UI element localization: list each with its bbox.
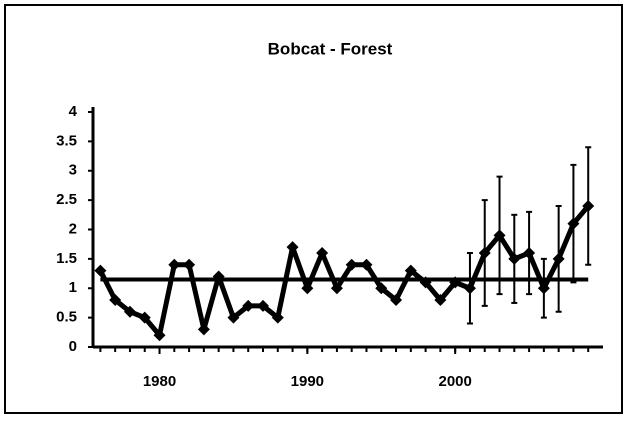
- data-marker: [271, 311, 284, 324]
- data-marker: [168, 258, 181, 271]
- data-marker: [449, 276, 462, 289]
- y-tick-label: 1: [69, 279, 77, 296]
- data-line: [98, 204, 591, 338]
- data-marker: [138, 311, 151, 324]
- data-marker: [123, 305, 136, 318]
- data-marker: [301, 282, 314, 295]
- data-marker: [552, 252, 565, 265]
- y-tick-label: 2: [69, 220, 77, 237]
- x-tick-label: 1990: [291, 373, 324, 390]
- data-marker: [375, 282, 388, 295]
- y-tick-label: 2.5: [56, 191, 77, 208]
- data-marker: [567, 217, 580, 230]
- data-marker: [330, 282, 343, 295]
- data-marker: [478, 247, 491, 259]
- data-marker: [463, 282, 476, 295]
- y-tick-label: 4: [69, 103, 78, 120]
- data-marker: [508, 252, 521, 265]
- data-marker: [109, 294, 122, 306]
- data-marker: [537, 282, 550, 295]
- data-marker: [493, 229, 506, 242]
- data-marker: [360, 258, 373, 271]
- data-marker: [212, 270, 225, 283]
- data-marker: [153, 329, 166, 342]
- y-tick-label: 3.5: [56, 132, 77, 149]
- data-marker: [404, 264, 417, 277]
- data-marker: [94, 264, 107, 277]
- data-marker: [227, 311, 240, 324]
- y-tick-label: 0: [69, 338, 77, 355]
- data-marker: [419, 276, 432, 289]
- chart-title: Bobcat - Forest: [268, 39, 393, 58]
- data-marker: [316, 247, 329, 259]
- y-tick-label: 1.5: [56, 250, 77, 267]
- x-tick-label: 2000: [438, 373, 471, 390]
- y-tick-label: 3: [69, 162, 77, 179]
- data-marker: [523, 247, 536, 259]
- x-tick-label: 1980: [143, 373, 176, 390]
- data-marker: [390, 294, 403, 306]
- data-marker: [183, 258, 196, 271]
- data-marker: [242, 299, 255, 312]
- data-marker: [434, 294, 447, 306]
- data-marker: [257, 299, 269, 312]
- y-tick-label: 0.5: [56, 309, 77, 326]
- chart-border: [4, 4, 623, 414]
- data-marker: [197, 323, 210, 336]
- data-marker: [345, 258, 358, 271]
- data-marker: [582, 200, 595, 212]
- data-marker: [286, 241, 299, 254]
